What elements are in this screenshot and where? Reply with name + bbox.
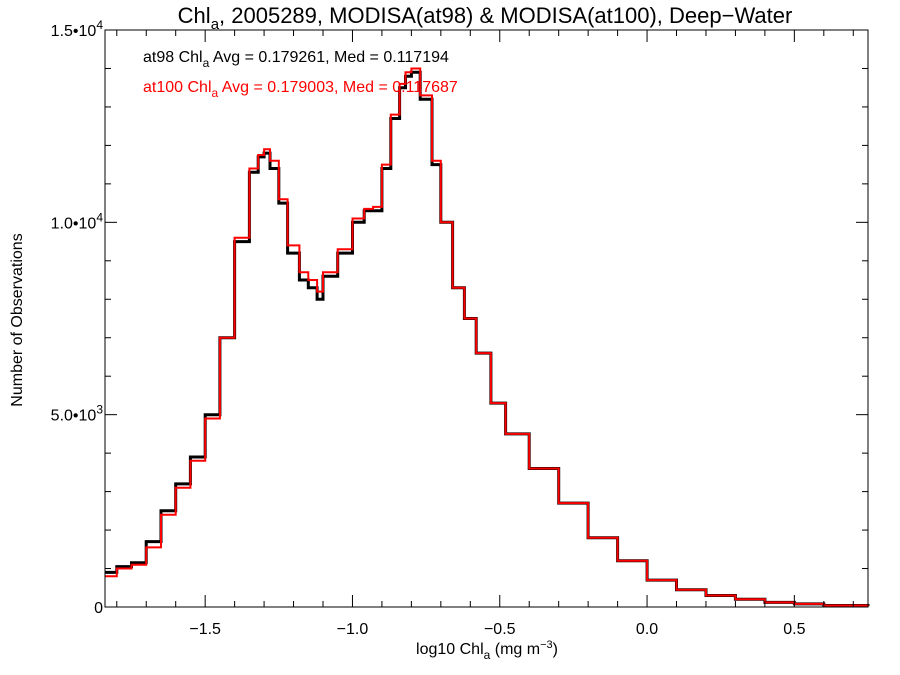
x-axis-label: log10 Chla (mg m−3)	[416, 639, 558, 662]
xlabel-post: (mg m	[490, 641, 540, 658]
annotation-1: at100 Chla Avg = 0.179003, Med = 0.11768…	[143, 79, 458, 100]
series-layer	[105, 67, 870, 607]
xlabel-end: )	[553, 641, 558, 658]
title-post: , 2005289, MODISA(at98) & MODISA(at100),…	[219, 3, 792, 28]
plot-frame	[104, 29, 869, 608]
y-tick-label-3: 1.5•104	[51, 18, 104, 40]
y-tick-label-2: 1.0•104	[51, 210, 104, 232]
chart-title: Chla, 2005289, MODISA(at98) & MODISA(at1…	[178, 3, 793, 33]
title-sub: a	[211, 16, 220, 33]
title-pre: Chl	[178, 3, 211, 28]
y-axis-label: Number of Observations	[9, 233, 26, 406]
x-tick-label-4: 0.5	[783, 621, 805, 638]
x-tick-label-0: −1.5	[189, 621, 221, 638]
y-tick-label-0: 0	[94, 600, 103, 617]
xlabel-pre: log10 Chl	[416, 641, 484, 658]
x-tick-label-1: −1.0	[337, 621, 369, 638]
xlabel-sub: a	[484, 648, 491, 662]
x-tick-label-3: 0.0	[636, 621, 658, 638]
series-line-1	[105, 67, 869, 607]
x-tick-label-2: −0.5	[484, 621, 516, 638]
ticks-layer: −1.5 −1.0 −0.5 0.0 0.5 0 5.0•103 1.0•104 1.5•104	[51, 18, 868, 638]
annotations: at98 Chla Avg = 0.179261, Med = 0.117194…	[143, 49, 458, 100]
xlabel-sup: −3	[540, 639, 553, 651]
y-tick-label-1: 5.0•103	[51, 403, 104, 425]
annotation-0: at98 Chla Avg = 0.179261, Med = 0.117194	[143, 49, 449, 70]
